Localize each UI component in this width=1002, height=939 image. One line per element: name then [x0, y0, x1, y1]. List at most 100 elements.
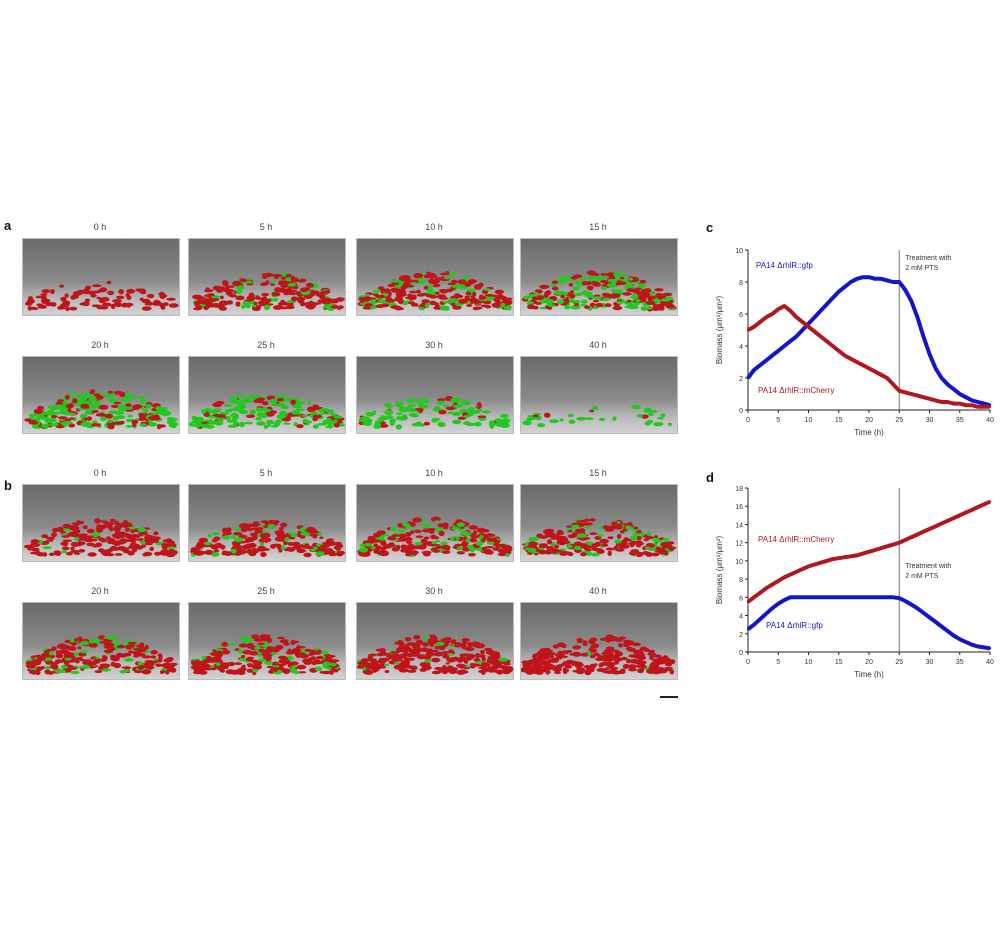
data-point-blue_strain — [934, 620, 937, 624]
data-point-red_strain — [988, 500, 992, 503]
data-point-red_strain — [825, 340, 828, 343]
data-point-blue_strain — [861, 596, 865, 599]
data-point-blue_strain — [752, 368, 756, 372]
data-point-red_strain — [970, 404, 974, 407]
biofilm-image — [188, 602, 346, 680]
biofilm-image — [356, 238, 514, 316]
panel-letter-a: a — [4, 218, 12, 233]
tile-label: 40 h — [589, 586, 607, 596]
y-tick-label: 6 — [739, 595, 743, 602]
x-tick-label: 20 — [865, 659, 873, 666]
data-point-red_strain — [928, 527, 931, 531]
data-point-blue_strain — [904, 288, 907, 292]
data-point-red_strain — [898, 541, 901, 544]
biofilm-image — [520, 484, 678, 562]
x-tick-label: 35 — [956, 659, 964, 666]
data-point-red_strain — [758, 591, 762, 594]
biofilm-image — [356, 484, 514, 562]
data-point-blue_strain — [952, 388, 955, 391]
data-point-red_strain — [843, 556, 846, 559]
data-point-blue_strain — [982, 646, 986, 649]
tile-label: 5 h — [259, 468, 273, 478]
data-point-blue_strain — [837, 596, 840, 599]
x-tick-label: 35 — [956, 417, 964, 424]
x-tick-label: 15 — [835, 659, 843, 666]
tile-label: 30 h — [425, 586, 443, 596]
data-point-red_strain — [958, 402, 961, 405]
data-point-red_strain — [758, 320, 762, 324]
data-point-red_strain — [910, 392, 913, 396]
data-point-blue_strain — [789, 596, 792, 599]
data-point-red_strain — [885, 376, 889, 380]
treatment-annotation: 2 mM PTS — [905, 573, 938, 580]
x-tick-label: 25 — [895, 417, 903, 424]
data-point-blue_strain — [976, 645, 980, 648]
data-point-blue_strain — [807, 596, 810, 599]
tile-label: 10 h — [425, 468, 443, 478]
data-point-red_strain — [849, 555, 853, 558]
data-point-red_strain — [764, 316, 768, 319]
data-point-blue_strain — [910, 300, 913, 303]
data-point-red_strain — [855, 360, 859, 364]
data-point-red_strain — [789, 309, 792, 312]
data-point-blue_strain — [885, 596, 889, 599]
data-point-red_strain — [892, 383, 895, 386]
data-point-red_strain — [746, 600, 750, 604]
data-point-red_strain — [952, 402, 955, 405]
data-point-red_strain — [752, 596, 756, 599]
data-point-red_strain — [922, 530, 925, 533]
x-tick-label: 40 — [986, 417, 994, 424]
data-point-blue_strain — [928, 616, 931, 619]
data-point-red_strain — [916, 533, 919, 536]
data-point-blue_strain — [952, 634, 955, 637]
data-point-red_strain — [831, 557, 834, 561]
tile-label: 5 h — [259, 222, 273, 232]
data-point-red_strain — [922, 396, 925, 399]
data-point-red_strain — [982, 405, 986, 408]
biofilm-image — [520, 238, 678, 316]
data-point-red_strain — [746, 328, 750, 332]
data-point-red_strain — [801, 567, 804, 571]
y-tick-label: 2 — [739, 632, 743, 639]
data-point-blue_strain — [831, 596, 834, 599]
data-point-red_strain — [885, 545, 889, 548]
data-point-red_strain — [982, 503, 986, 506]
data-point-blue_strain — [879, 596, 883, 599]
data-point-blue_strain — [946, 629, 949, 633]
data-point-blue_strain — [771, 607, 774, 610]
data-point-red_strain — [825, 559, 828, 563]
data-point-blue_strain — [801, 328, 804, 332]
data-point-blue_strain — [758, 364, 762, 367]
data-point-red_strain — [855, 554, 859, 557]
data-point-blue_strain — [813, 596, 816, 599]
data-point-red_strain — [952, 516, 955, 520]
treatment-annotation: 2 mM PTS — [905, 265, 938, 272]
data-point-blue_strain — [958, 392, 961, 396]
data-point-blue_strain — [783, 598, 786, 602]
data-point-blue_strain — [879, 277, 883, 280]
data-point-blue_strain — [843, 285, 846, 288]
tile-label: 10 h — [425, 222, 443, 232]
data-point-blue_strain — [898, 597, 901, 600]
data-point-red_strain — [892, 543, 895, 546]
x-tick-label: 15 — [835, 417, 843, 424]
x-axis-label: Time (h) — [854, 428, 884, 437]
data-point-red_strain — [861, 364, 865, 367]
data-point-red_strain — [976, 405, 980, 408]
data-point-red_strain — [752, 325, 756, 328]
data-point-red_strain — [867, 367, 871, 370]
data-point-blue_strain — [819, 596, 822, 599]
data-point-red_strain — [777, 308, 780, 311]
tile-label: 30 h — [425, 340, 443, 350]
data-point-red_strain — [904, 391, 907, 394]
data-point-red_strain — [771, 583, 774, 586]
data-point-red_strain — [879, 373, 883, 376]
data-point-red_strain — [910, 536, 913, 539]
data-point-red_strain — [879, 546, 883, 550]
tile-label: 0 h — [93, 468, 107, 478]
data-point-blue_strain — [849, 280, 853, 284]
data-point-blue_strain — [764, 359, 768, 362]
data-point-red_strain — [813, 330, 816, 333]
data-point-blue_strain — [916, 316, 919, 319]
data-point-red_strain — [940, 400, 943, 404]
